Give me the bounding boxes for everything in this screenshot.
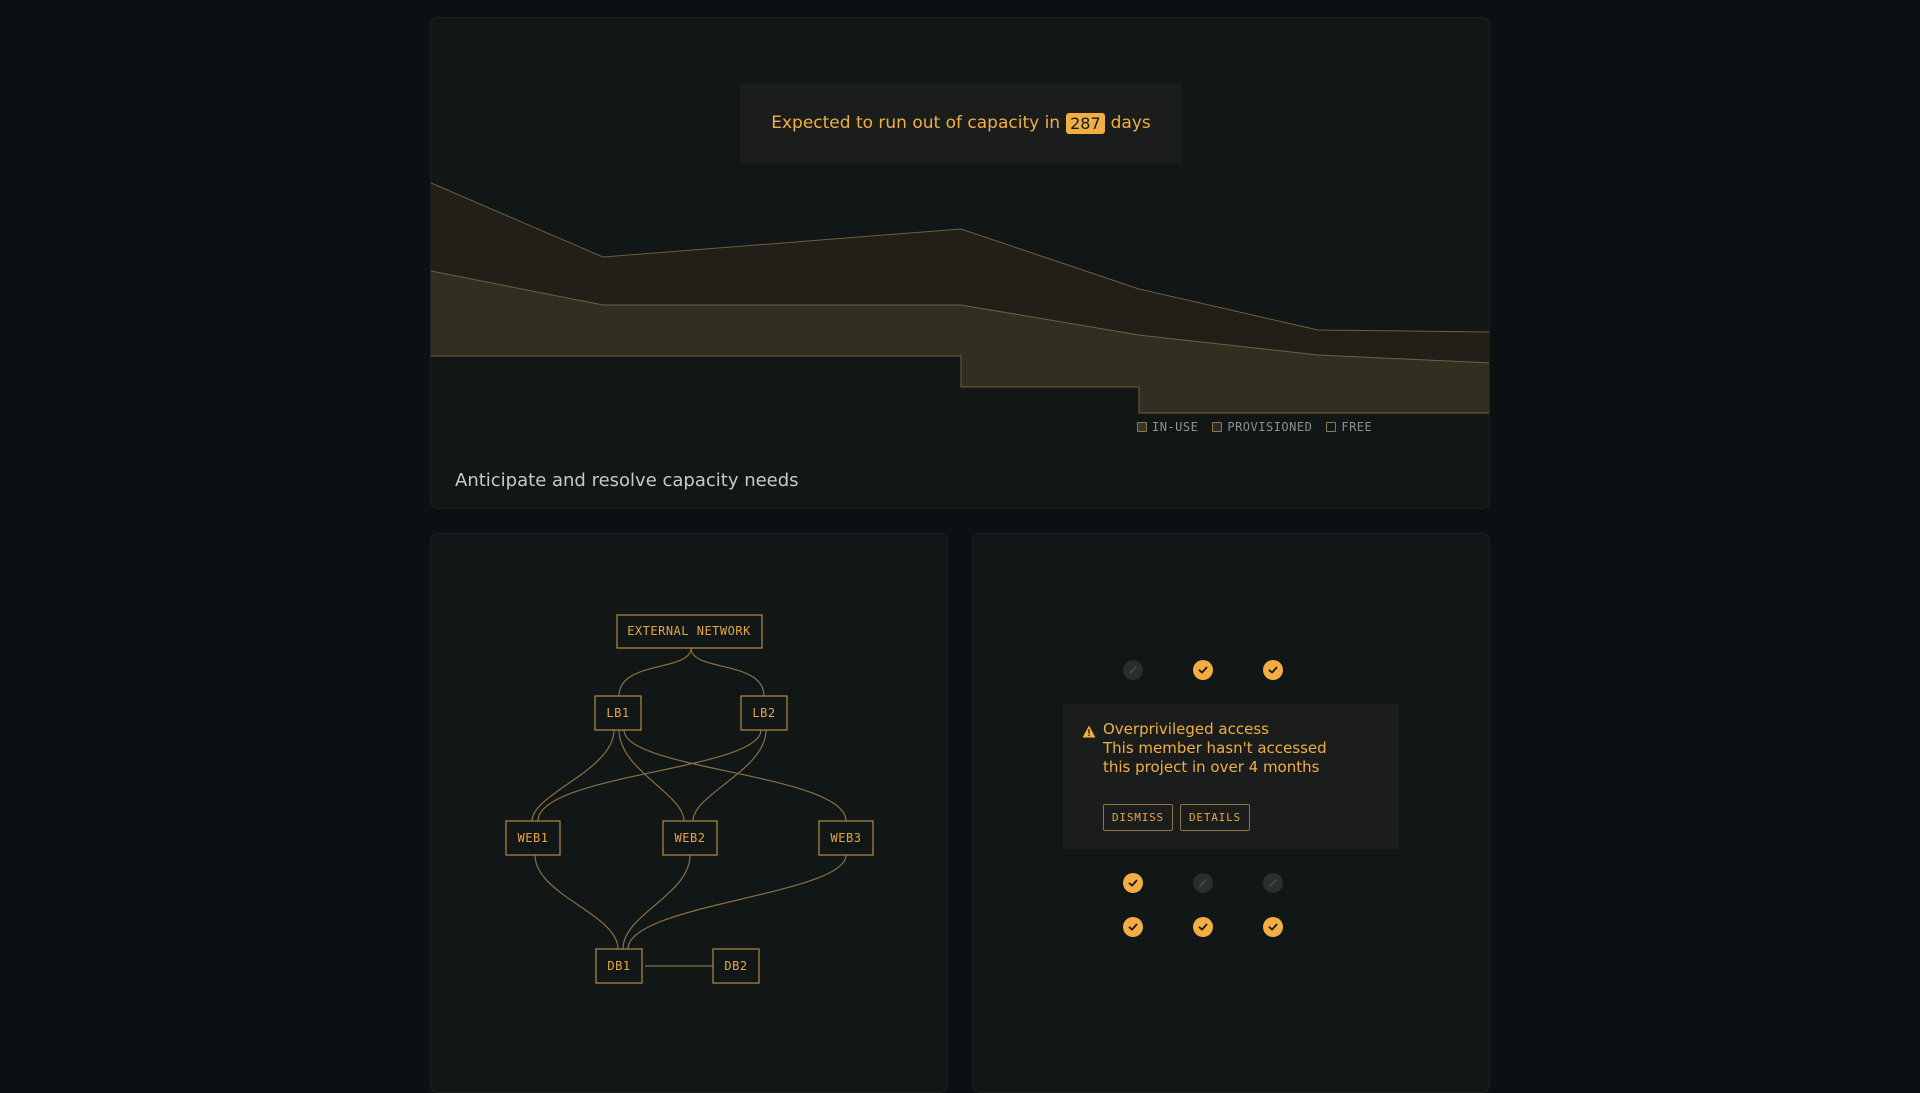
status-check-icon [1123, 873, 1143, 893]
alert-actions: DISMISS DETAILS [1103, 804, 1250, 831]
topology-links [531, 647, 847, 967]
capacity-area-chart [431, 182, 1489, 414]
link-external-lb1 [618, 647, 692, 697]
legend-provisioned: PROVISIONED [1212, 420, 1312, 434]
node-external-network[interactable]: EXTERNAL NETWORK [616, 614, 763, 649]
link-web3-db1 [627, 854, 847, 950]
inuse-line [431, 270, 1489, 364]
forecast-days-badge: 287 [1066, 112, 1105, 134]
alert-line-1: This member hasn't accessed [1103, 739, 1327, 757]
link-lb1-web3 [623, 729, 847, 822]
topology-nodes: EXTERNAL NETWORK LB1 LB2 WEB1 WEB2 WEB3 [505, 614, 874, 984]
link-lb2-web1 [537, 729, 762, 822]
link-lb1-web1 [531, 729, 615, 822]
legend-label-free: FREE [1341, 420, 1373, 434]
status-none-icon [1263, 873, 1283, 893]
link-web2-db1 [622, 854, 691, 950]
status-none-icon [1193, 873, 1213, 893]
topology-card: EXTERNAL NETWORK LB1 LB2 WEB1 WEB2 WEB3 [430, 533, 948, 1093]
link-lb1-web2 [618, 729, 685, 822]
status-check-icon [1193, 660, 1213, 680]
link-lb2-web2 [692, 729, 767, 822]
node-label-db2: DB2 [724, 959, 747, 973]
node-db1[interactable]: DB1 [595, 948, 643, 984]
details-button[interactable]: DETAILS [1179, 804, 1250, 831]
capacity-card: Expected to run out of capacity in 287 d… [430, 17, 1490, 509]
node-label-web2: WEB2 [675, 831, 706, 845]
status-check-icon [1263, 917, 1283, 937]
node-web2[interactable]: WEB2 [662, 820, 718, 856]
chart-legend: IN-USE PROVISIONED FREE [1137, 420, 1372, 434]
alert-title: Overprivileged access [1103, 720, 1269, 738]
node-label-web1: WEB1 [518, 831, 549, 845]
legend-in-use: IN-USE [1137, 420, 1198, 434]
link-web1-db1 [534, 854, 619, 950]
status-none-icon [1123, 660, 1143, 680]
node-web3[interactable]: WEB3 [818, 820, 874, 856]
legend-swatch-in-use [1137, 422, 1147, 432]
overprivileged-alert: Overprivileged access This member hasn't… [1063, 704, 1399, 849]
node-web1[interactable]: WEB1 [505, 820, 561, 856]
legend-swatch-free [1326, 422, 1337, 432]
legend-swatch-provisioned [1212, 422, 1223, 432]
legend-label-provisioned: PROVISIONED [1227, 420, 1313, 434]
legend-label-in-use: IN-USE [1152, 420, 1199, 434]
capacity-caption: Anticipate and resolve capacity needs [455, 470, 799, 491]
status-check-icon [1123, 917, 1143, 937]
node-label-lb2: LB2 [752, 706, 775, 720]
free-line [431, 355, 1489, 414]
dismiss-button[interactable]: DISMISS [1103, 804, 1173, 831]
network-topology-diagram: EXTERNAL NETWORK LB1 LB2 WEB1 WEB2 WEB3 [505, 614, 874, 984]
forecast-suffix: days [1110, 113, 1151, 133]
provisioned-area [431, 183, 1489, 363]
alert-line-2: this project in over 4 months [1103, 758, 1320, 776]
provisioned-line [431, 182, 1489, 333]
node-db2[interactable]: DB2 [712, 948, 760, 984]
capacity-forecast-banner: Expected to run out of capacity in 287 d… [740, 83, 1182, 163]
link-external-lb2 [690, 647, 765, 697]
node-lb2[interactable]: LB2 [740, 695, 788, 731]
inuse-area [431, 271, 1489, 413]
forecast-prefix: Expected to run out of capacity in [771, 113, 1061, 133]
node-label-db1: DB1 [607, 959, 630, 973]
warning-icon [1082, 725, 1096, 738]
access-card: Overprivileged access This member hasn't… [972, 533, 1490, 1093]
alert-text: Overprivileged access This member hasn't… [1103, 720, 1327, 777]
node-label-web3: WEB3 [831, 831, 862, 845]
status-check-icon [1193, 917, 1213, 937]
legend-free: FREE [1326, 420, 1372, 434]
node-label-lb1: LB1 [606, 706, 629, 720]
node-label-external: EXTERNAL NETWORK [627, 624, 751, 638]
node-lb1[interactable]: LB1 [594, 695, 642, 731]
status-check-icon [1263, 660, 1283, 680]
